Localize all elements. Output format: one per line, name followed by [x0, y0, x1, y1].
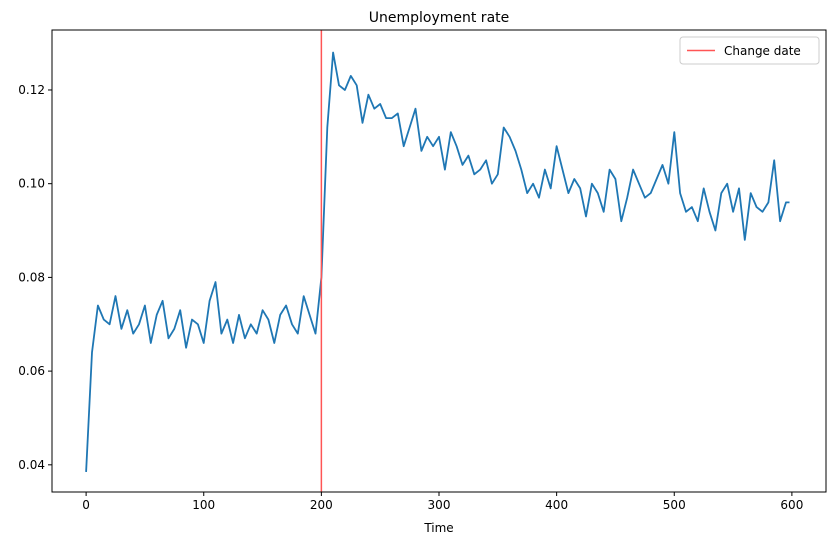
- legend: Change date: [679, 36, 820, 65]
- x-tick-label: 600: [780, 498, 803, 512]
- y-tick-label: 0.06: [18, 364, 45, 378]
- x-tick-label: 300: [428, 498, 451, 512]
- legend-label: Change date: [724, 44, 801, 58]
- y-tick-label: 0.10: [18, 177, 45, 191]
- legend-box: [679, 36, 820, 65]
- x-tick-label: 400: [545, 498, 568, 512]
- x-tick-label: 200: [310, 498, 333, 512]
- x-tick-label: 0: [82, 498, 90, 512]
- series-line: [85, 51, 790, 472]
- chart-title: Unemployment rate: [369, 10, 510, 26]
- x-tick-label: 100: [192, 498, 215, 512]
- y-tick-label: 0.04: [18, 458, 45, 472]
- axes-frame: [51, 29, 827, 493]
- plot-area: [85, 30, 790, 492]
- x-axis-label: Time: [423, 521, 453, 535]
- x-tick-label: 500: [663, 498, 686, 512]
- y-axis: 0.04 0.06 0.08 0.10 0.12: [18, 83, 52, 472]
- y-tick-label: 0.12: [18, 83, 45, 97]
- x-axis: 0 100 200 300 400 500 600: [82, 492, 803, 512]
- y-tick-label: 0.08: [18, 270, 45, 284]
